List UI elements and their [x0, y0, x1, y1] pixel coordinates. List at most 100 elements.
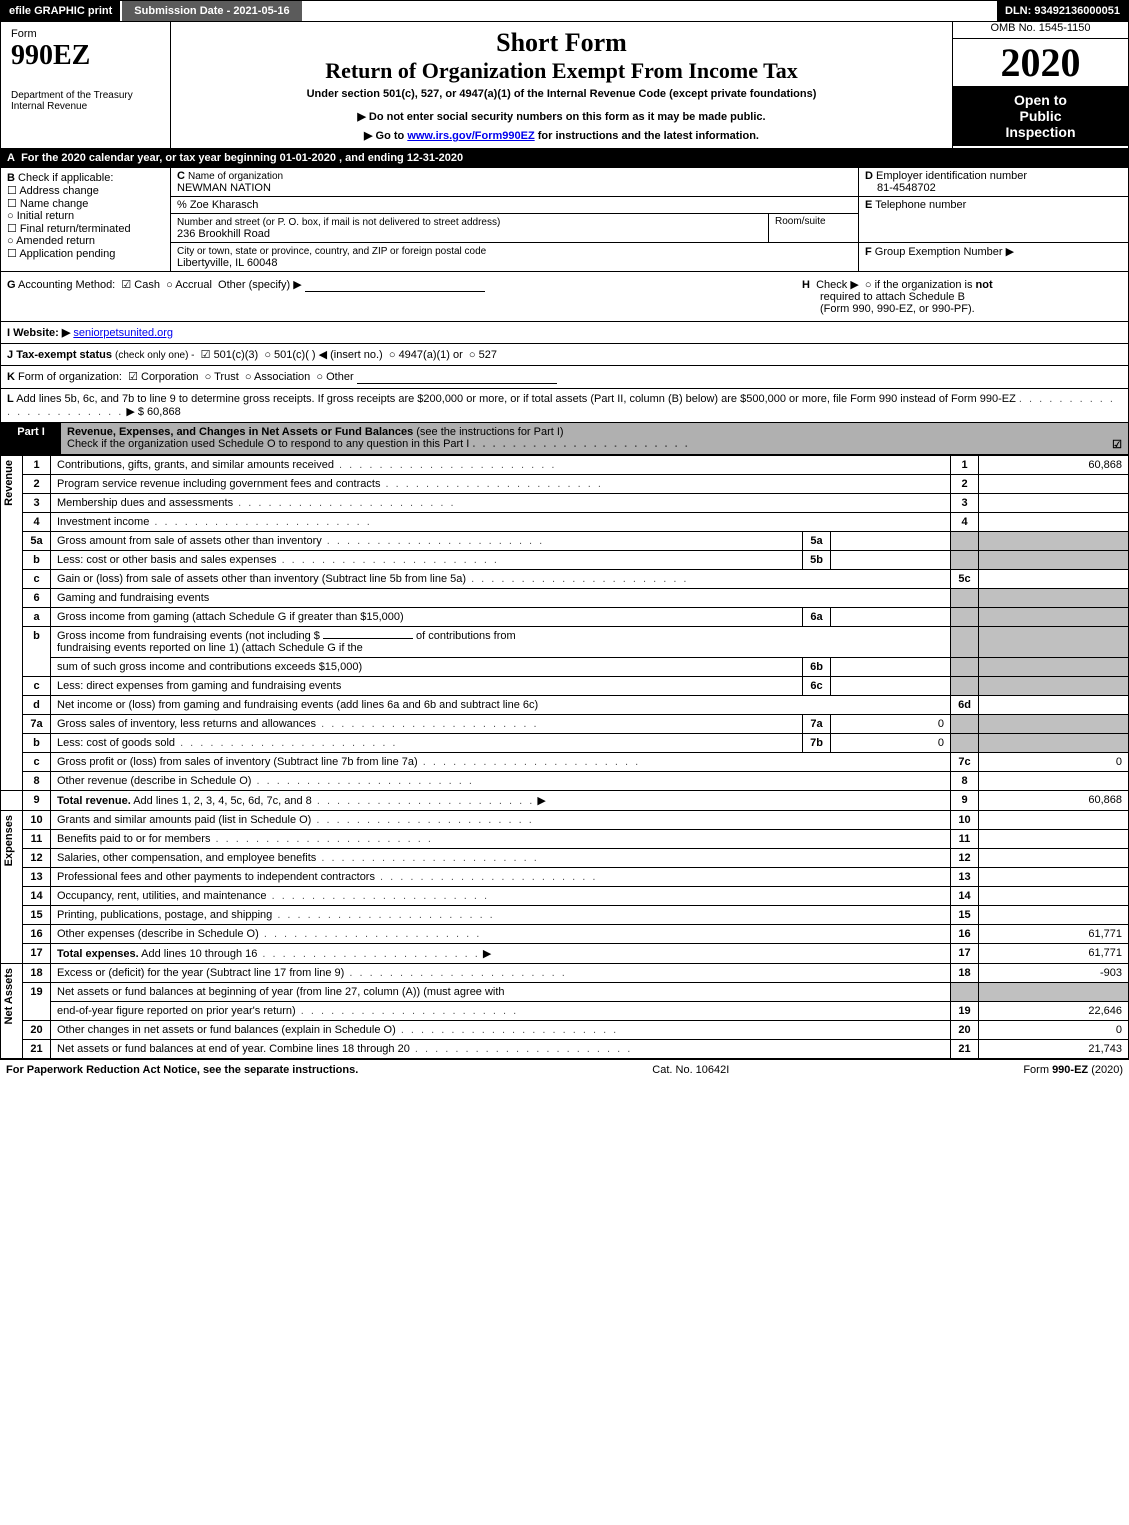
line-7c-amt: 0: [979, 753, 1129, 772]
line-20-text: Other changes in net assets or fund bala…: [57, 1024, 618, 1036]
line-19-num: 19: [23, 983, 51, 1021]
irs-link[interactable]: www.irs.gov/Form990EZ: [407, 130, 534, 142]
footer-left: For Paperwork Reduction Act Notice, see …: [6, 1064, 358, 1076]
line-14-num: 14: [23, 887, 51, 906]
line-16-num: 16: [23, 925, 51, 944]
part1-label: Part I: [1, 423, 61, 454]
line-14-box: 14: [951, 887, 979, 906]
line-1-box: 1: [951, 456, 979, 475]
room-suite-label: Room/suite: [768, 214, 858, 242]
line-6c-text: Less: direct expenses from gaming and fu…: [57, 680, 341, 692]
line-3-box: 3: [951, 494, 979, 513]
line-21-text: Net assets or fund balances at end of ye…: [57, 1043, 632, 1055]
line-11-box: 11: [951, 830, 979, 849]
part1-header: Part I Revenue, Expenses, and Changes in…: [0, 423, 1129, 455]
line-11-amt: [979, 830, 1129, 849]
check-corporation[interactable]: Corporation: [128, 371, 198, 383]
check-amended-return[interactable]: Amended return: [7, 235, 164, 247]
efile-print-label[interactable]: efile GRAPHIC print: [1, 1, 120, 21]
top-bar: efile GRAPHIC print Submission Date - 20…: [0, 0, 1129, 22]
line-9-pre: Total revenue.: [57, 795, 131, 807]
check-4947a1[interactable]: 4947(a)(1) or: [389, 349, 463, 361]
dept-treasury: Department of the Treasury: [11, 90, 160, 101]
org-name: NEWMAN NATION: [177, 182, 271, 194]
line-5b-num: b: [23, 551, 51, 570]
line-6b-blank: [323, 638, 413, 639]
line-5c-box: 5c: [951, 570, 979, 589]
section-c-name-address: C Name of organization NEWMAN NATION % Z…: [171, 168, 858, 271]
line-21-num: 21: [23, 1040, 51, 1059]
inspect-line2: Public: [959, 108, 1122, 124]
check-accrual[interactable]: Accrual: [166, 279, 212, 291]
under-section: Under section 501(c), 527, or 4947(a)(1)…: [181, 88, 942, 100]
line-13-amt: [979, 868, 1129, 887]
j-sub: (check only one) -: [115, 350, 194, 361]
line-5c-text: Gain or (loss) from sale of assets other…: [57, 573, 689, 585]
tax-year: 2020: [953, 39, 1128, 86]
line-18-box: 18: [951, 964, 979, 983]
line-17-text: Add lines 10 through 16: [139, 948, 480, 960]
g-other[interactable]: Other (specify) ▶: [218, 279, 302, 291]
submission-date-label: Submission Date - 2021-05-16: [120, 1, 301, 21]
check-address-change[interactable]: Address change: [7, 184, 164, 197]
website-link[interactable]: seniorpetsunited.org: [73, 327, 173, 339]
form-header: Form 990EZ Department of the Treasury In…: [0, 22, 1129, 149]
line-8-box: 8: [951, 772, 979, 791]
check-final-return[interactable]: Final return/terminated: [7, 222, 164, 235]
check-501c3[interactable]: 501(c)(3): [201, 349, 259, 361]
part1-check-o[interactable]: [1112, 438, 1122, 451]
line-9-text: Add lines 1, 2, 3, 4, 5c, 6d, 7c, and 8: [131, 795, 535, 807]
addr-label: Number and street (or P. O. box, if mail…: [177, 217, 500, 228]
line-2-num: 2: [23, 475, 51, 494]
line-17-pre: Total expenses.: [57, 948, 139, 960]
line-5c-amt: [979, 570, 1129, 589]
line-18-text: Excess or (deficit) for the year (Subtra…: [57, 967, 567, 979]
part1-title: Revenue, Expenses, and Changes in Net As…: [67, 426, 413, 438]
line-17-amt: 61,771: [979, 944, 1129, 964]
goto-post: for instructions and the latest informat…: [535, 130, 759, 142]
c-label: Name of organization: [188, 171, 283, 182]
k-label: Form of organization:: [18, 371, 122, 383]
line-9-num: 9: [23, 791, 51, 811]
check-application-pending[interactable]: Application pending: [7, 247, 164, 260]
line-18-amt: -903: [979, 964, 1129, 983]
check-501c[interactable]: 501(c)( ) ◀ (insert no.): [264, 349, 382, 361]
line-4-box: 4: [951, 513, 979, 532]
form-number: 990EZ: [11, 40, 160, 72]
check-trust[interactable]: Trust: [205, 371, 239, 383]
footer-right-post: (2020): [1088, 1064, 1123, 1076]
line-5b-text: Less: cost or other basis and sales expe…: [57, 554, 499, 566]
line-7b-ival: 0: [831, 734, 951, 753]
line-1-text: Contributions, gifts, grants, and simila…: [57, 459, 556, 471]
line-5a-ival: [831, 532, 951, 551]
check-initial-return[interactable]: Initial return: [7, 210, 164, 222]
line-6b-text3: fundraising events reported on line 1) (…: [57, 642, 363, 654]
revenue-side-label: Revenue: [1, 456, 17, 510]
line-4-amt: [979, 513, 1129, 532]
line-19-amt: 22,646: [979, 1002, 1129, 1021]
group-exemption-label: Group Exemption Number: [875, 246, 1003, 258]
line-6b-ival: [831, 658, 951, 677]
line-20-box: 20: [951, 1021, 979, 1040]
telephone-label: Telephone number: [875, 199, 966, 211]
line-5a-text: Gross amount from sale of assets other t…: [57, 535, 544, 547]
check-527[interactable]: 527: [469, 349, 497, 361]
check-association[interactable]: Association: [245, 371, 310, 383]
line-16-amt: 61,771: [979, 925, 1129, 944]
check-other-org[interactable]: Other: [316, 371, 353, 383]
line-19-text1: Net assets or fund balances at beginning…: [51, 983, 951, 1002]
dept-irs: Internal Revenue: [11, 101, 160, 112]
line-7c-num: c: [23, 753, 51, 772]
short-form-title: Short Form: [181, 28, 942, 58]
line-7c-box: 7c: [951, 753, 979, 772]
line-6a-ival: [831, 608, 951, 627]
page-footer: For Paperwork Reduction Act Notice, see …: [0, 1059, 1129, 1080]
check-name-change[interactable]: Name change: [7, 197, 164, 210]
g-label: Accounting Method:: [18, 279, 115, 291]
inspect-line3: Inspection: [959, 124, 1122, 140]
line-3-amt: [979, 494, 1129, 513]
line-6c-inner: 6c: [803, 677, 831, 696]
h-checkbox[interactable]: [865, 279, 875, 291]
line-6-num: 6: [23, 589, 51, 608]
check-cash[interactable]: Cash: [121, 279, 160, 291]
